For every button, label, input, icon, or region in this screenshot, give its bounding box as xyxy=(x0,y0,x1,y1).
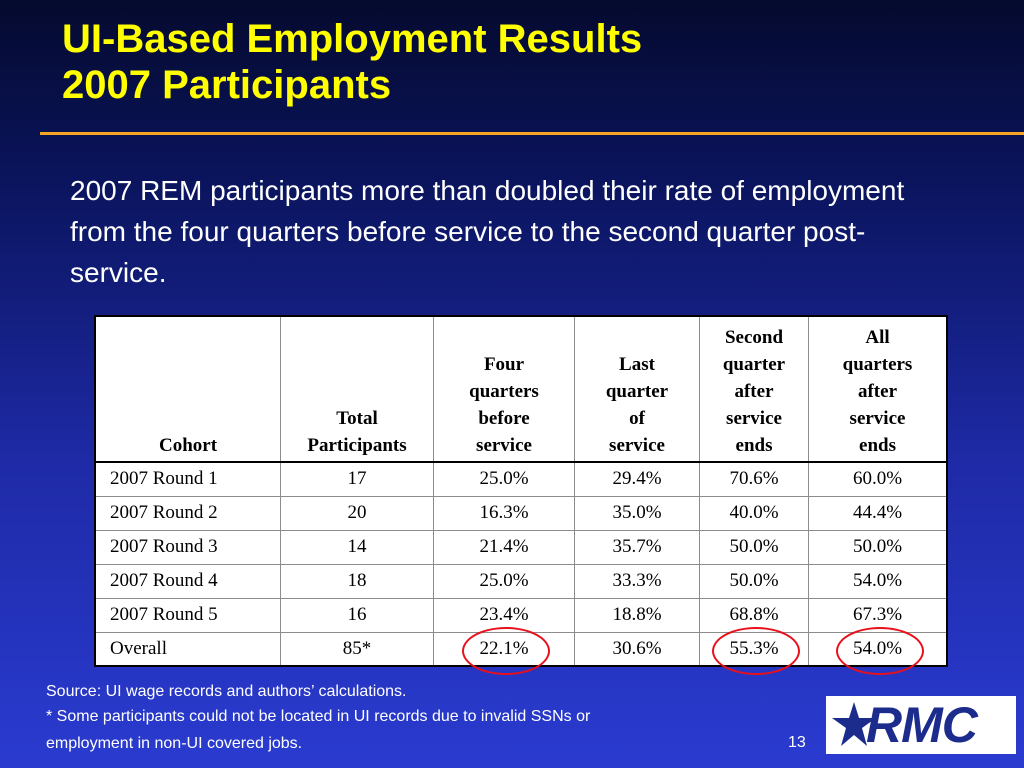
cell-second-after: 50.0% xyxy=(699,563,809,599)
cell-four-before-highlighted: 22.1% xyxy=(433,627,575,676)
star-icon xyxy=(832,702,876,746)
cell-four-before: 16.3% xyxy=(433,495,575,531)
table-row: 2007 Round 5 16 23.4% 18.8% 68.8% 67.3% xyxy=(94,597,948,633)
table-row: 2007 Round 2 20 16.3% 35.0% 40.0% 44.4% xyxy=(94,495,948,531)
results-table: Cohort Total Participants Four quarters bef… xyxy=(94,315,948,676)
cell-all-after: 60.0% xyxy=(808,461,948,497)
cell-second-after: 40.0% xyxy=(699,495,809,531)
cell-last-quarter: 29.4% xyxy=(574,461,700,497)
cell-total: 16 xyxy=(280,597,434,633)
cell-last-quarter: 30.6% xyxy=(574,631,700,667)
cell-all-after: 67.3% xyxy=(808,597,948,633)
table-header-row: Cohort Total Participants Four quarters bef… xyxy=(94,315,948,463)
source-note: Source: UI wage records and authors’ cal… xyxy=(46,683,407,700)
rmc-logo: RMC xyxy=(826,696,1016,754)
cell-all-after: 54.0% xyxy=(808,563,948,599)
cell-total: 20 xyxy=(280,495,434,531)
table-row: 2007 Round 4 18 25.0% 33.3% 50.0% 54.0% xyxy=(94,563,948,599)
cell-cohort: 2007 Round 4 xyxy=(94,563,281,599)
cell-all-after: 50.0% xyxy=(808,529,948,565)
cell-four-before: 23.4% xyxy=(433,597,575,633)
cell-last-quarter: 18.8% xyxy=(574,597,700,633)
cell-four-before: 25.0% xyxy=(433,563,575,599)
results-table-container: Cohort Total Participants Four quarters bef… xyxy=(94,315,948,676)
logo-text: RMC xyxy=(866,697,978,753)
cell-cohort: 2007 Round 5 xyxy=(94,597,281,633)
intro-text: 2007 REM participants more than doubled … xyxy=(70,175,905,288)
table-row: 2007 Round 3 14 21.4% 35.7% 50.0% 50.0% xyxy=(94,529,948,565)
cell-last-quarter: 35.7% xyxy=(574,529,700,565)
cell-cohort: Overall xyxy=(94,631,281,667)
header-second-quarter-after: Second quarter after service ends xyxy=(699,315,809,463)
slide-title: UI-Based Employment Results 2007 Partici… xyxy=(62,16,642,108)
cell-all-after: 44.4% xyxy=(808,495,948,531)
header-last-quarter: Last quarter of service xyxy=(574,315,700,463)
page-number: 13 xyxy=(788,734,806,751)
cell-total: 17 xyxy=(280,461,434,497)
cell-last-quarter: 33.3% xyxy=(574,563,700,599)
cell-four-before: 21.4% xyxy=(433,529,575,565)
cell-second-after: 68.8% xyxy=(699,597,809,633)
cell-total: 14 xyxy=(280,529,434,565)
cell-second-after: 50.0% xyxy=(699,529,809,565)
header-four-quarters-before: Four quarters before service xyxy=(433,315,575,463)
title-line-2: 2007 Participants xyxy=(62,63,392,107)
table-row: 2007 Round 1 17 25.0% 29.4% 70.6% 60.0% xyxy=(94,461,948,497)
cell-cohort: 2007 Round 3 xyxy=(94,529,281,565)
footnote-line-1: * Some participants could not be located… xyxy=(46,708,591,725)
footnote-line-2: employment in non-UI covered jobs. xyxy=(46,735,303,752)
title-divider xyxy=(40,132,1024,135)
header-cohort: Cohort xyxy=(94,315,281,463)
cell-cohort: 2007 Round 1 xyxy=(94,461,281,497)
cell-cohort: 2007 Round 2 xyxy=(94,495,281,531)
header-all-quarters-after: All quarters after service ends xyxy=(808,315,948,463)
table-row-overall: Overall 85* 22.1% 30.6% 55.3% 54.0% xyxy=(94,627,948,676)
title-line-1: UI-Based Employment Results xyxy=(62,17,643,61)
cell-second-after: 70.6% xyxy=(699,461,809,497)
header-total-participants: Total Participants xyxy=(280,315,434,463)
cell-second-after-highlighted: 55.3% xyxy=(699,627,809,676)
cell-total: 18 xyxy=(280,563,434,599)
cell-last-quarter: 35.0% xyxy=(574,495,700,531)
cell-four-before: 25.0% xyxy=(433,461,575,497)
cell-total: 85* xyxy=(280,631,434,667)
cell-all-after-highlighted: 54.0% xyxy=(808,627,948,676)
